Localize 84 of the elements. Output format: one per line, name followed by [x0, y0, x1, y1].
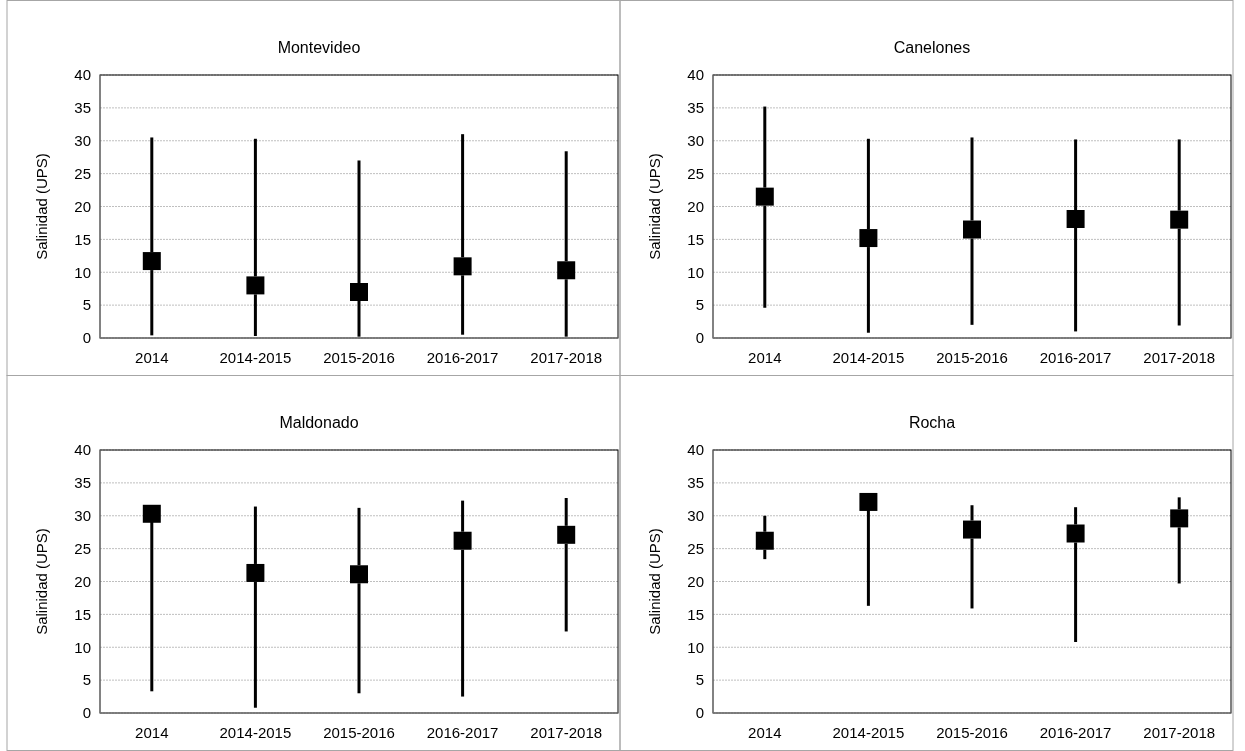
y-tick-label: 5 [695, 671, 704, 689]
point [1066, 209, 1085, 228]
x-tick-label: 2015-2016 [323, 349, 395, 366]
y-tick-label: 40 [74, 441, 91, 459]
point [859, 229, 878, 248]
y-tick-label: 35 [687, 99, 704, 117]
y-tick-label: 0 [695, 704, 704, 722]
y-tick-label: 5 [695, 296, 704, 314]
y-axis-title: Salinidad (UPS) [646, 528, 663, 635]
y-tick-label: 25 [687, 539, 704, 557]
y-axis-title: Salinidad (UPS) [33, 153, 50, 260]
x-tick-label: 2016-2017 [1039, 349, 1112, 366]
x-tick-label: 2015-2016 [936, 349, 1008, 366]
y-tick-label: 0 [82, 704, 91, 722]
y-tick-label: 30 [74, 132, 91, 149]
y-tick-label: 10 [687, 638, 704, 656]
y-tick-label: 10 [74, 638, 91, 656]
point [453, 257, 472, 276]
x-tick-label: 2016-2017 [1039, 724, 1112, 741]
y-tick-label: 25 [74, 164, 91, 182]
x-tick-label: 2016-2017 [426, 724, 499, 741]
y-tick-label: 20 [687, 197, 704, 215]
chart-title: Rocha [908, 414, 956, 431]
point [1170, 210, 1189, 229]
y-tick-label: 35 [74, 474, 91, 492]
y-tick-label: 10 [74, 263, 91, 281]
x-tick-label: 2014-2015 [832, 724, 905, 741]
y-tick-label: 20 [687, 572, 704, 590]
y-tick-label: 25 [687, 164, 704, 182]
point [755, 187, 774, 206]
x-tick-label: 2014 [135, 349, 169, 366]
point [963, 520, 981, 539]
chart-title: Canelones [893, 39, 971, 56]
point [557, 525, 576, 544]
y-tick-label: 40 [687, 441, 704, 459]
point [1066, 524, 1085, 543]
point [246, 563, 265, 582]
x-tick-label: 2017-2018 [530, 349, 603, 366]
y-tick-label: 40 [687, 66, 704, 84]
point [350, 282, 368, 301]
y-axis-title: Salinidad (UPS) [33, 528, 50, 635]
x-tick-label: 2014 [135, 724, 169, 741]
point [350, 565, 368, 584]
x-tick-label: 2017-2018 [1143, 349, 1216, 366]
point [557, 261, 576, 280]
point [859, 492, 878, 511]
y-tick-label: 0 [82, 329, 91, 347]
y-tick-label: 30 [687, 507, 704, 524]
point [1170, 509, 1189, 528]
y-tick-label: 20 [74, 572, 91, 590]
x-tick-label: 2014-2015 [832, 349, 905, 366]
x-tick-label: 2014-2015 [219, 349, 292, 366]
point [142, 252, 161, 271]
x-tick-label: 2015-2016 [936, 724, 1008, 741]
y-tick-label: 35 [74, 99, 91, 117]
y-tick-label: 25 [74, 539, 91, 557]
x-tick-label: 2015-2016 [323, 724, 395, 741]
y-tick-label: 5 [82, 296, 91, 314]
y-tick-label: 5 [82, 671, 91, 689]
y-tick-label: 15 [687, 605, 704, 623]
point [246, 276, 265, 295]
chart-title: Montevideo [277, 39, 361, 56]
y-tick-label: 15 [687, 230, 704, 248]
point [963, 220, 981, 239]
y-tick-label: 20 [74, 197, 91, 215]
point [453, 531, 472, 550]
y-tick-label: 40 [74, 66, 91, 84]
y-tick-label: 10 [687, 263, 704, 281]
y-tick-label: 15 [74, 605, 91, 623]
x-tick-label: 2017-2018 [1143, 724, 1216, 741]
chart-title: Maldonado [279, 414, 359, 431]
x-tick-label: 2014-2015 [219, 724, 292, 741]
y-tick-label: 0 [695, 329, 704, 347]
y-tick-label: 15 [74, 230, 91, 248]
x-tick-label: 2014 [748, 724, 782, 741]
y-tick-label: 35 [687, 474, 704, 492]
x-tick-label: 2017-2018 [530, 724, 603, 741]
y-tick-label: 30 [687, 132, 704, 149]
y-tick-label: 30 [74, 507, 91, 524]
point [142, 504, 161, 523]
x-tick-label: 2016-2017 [426, 349, 499, 366]
x-tick-label: 2014 [748, 349, 782, 366]
point [755, 531, 774, 550]
y-axis-title: Salinidad (UPS) [646, 153, 663, 260]
